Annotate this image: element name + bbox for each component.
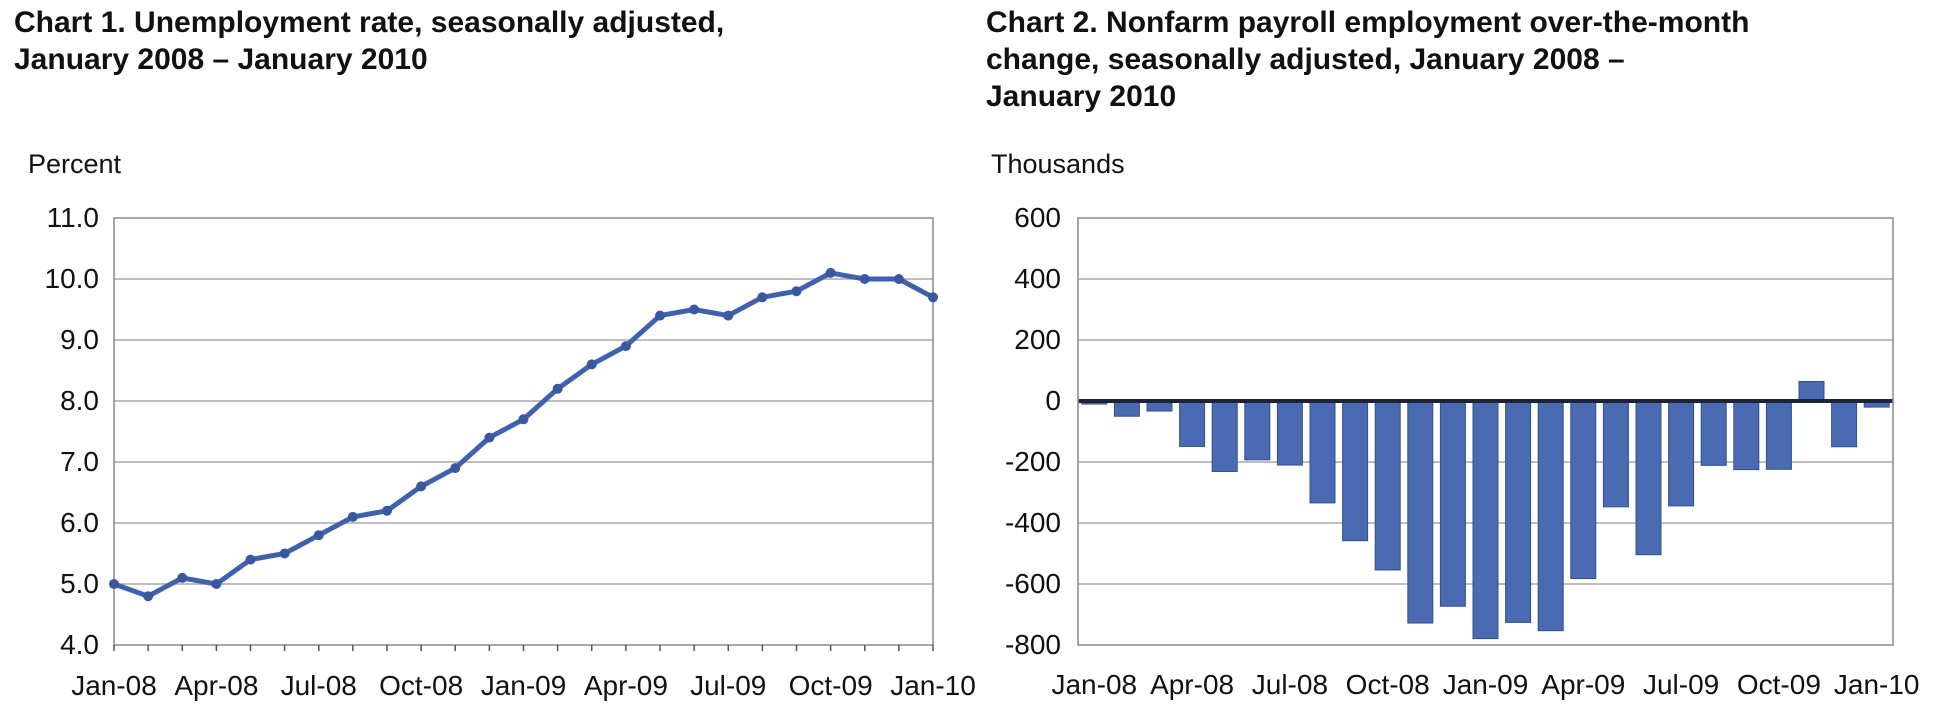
- payroll-change-bar: [1342, 400, 1369, 542]
- payroll-change-bar: [1211, 400, 1238, 472]
- payroll-change-bar: [1602, 400, 1629, 508]
- payroll-change-bar: [1472, 400, 1499, 640]
- data-point-marker: [518, 414, 529, 425]
- y-axis-tick-label: 200: [1014, 324, 1061, 355]
- x-axis-tick-label: Jul-09: [1643, 669, 1719, 700]
- data-point-marker: [211, 579, 222, 589]
- y-axis-tick-label: 4.0: [60, 629, 99, 660]
- data-point-marker: [245, 554, 256, 565]
- data-point-marker: [177, 572, 188, 583]
- payroll-change-bar: [1537, 400, 1564, 632]
- x-axis-tick-label: Apr-09: [1541, 669, 1625, 700]
- data-point-marker: [620, 341, 631, 352]
- chart2-title: Chart 2. Nonfarm payroll employment over…: [986, 6, 1750, 113]
- payroll-change-bar: [1407, 400, 1434, 624]
- payroll-change-bar: [1439, 400, 1466, 607]
- payroll-change-bar: [1244, 400, 1271, 461]
- y-axis-tick-label: 400: [1014, 263, 1061, 294]
- x-axis-tick-label: Jul-09: [690, 670, 766, 701]
- y-axis-tick-label: 10.0: [45, 263, 100, 294]
- data-point-marker: [928, 292, 938, 303]
- data-point-marker: [586, 359, 597, 370]
- payroll-change-bar: [1505, 400, 1532, 623]
- x-axis-tick-label: Jan-08: [71, 670, 157, 701]
- data-point-marker: [347, 511, 358, 522]
- y-axis-tick-label: -200: [1005, 446, 1061, 477]
- data-point-marker: [416, 481, 427, 492]
- payroll-change-bar: [1765, 400, 1792, 470]
- payroll-change-bar: [1700, 400, 1727, 466]
- data-point-marker: [655, 310, 665, 321]
- y-axis-tick-label: 6.0: [60, 507, 99, 538]
- x-axis-tick-label: Jul-08: [281, 670, 357, 701]
- x-axis-tick-label: Oct-08: [379, 670, 463, 701]
- payroll-change-bar: [1733, 400, 1760, 471]
- chart1-unit-label: Percent: [28, 149, 122, 179]
- x-axis-tick-label: Jan-08: [1051, 669, 1137, 700]
- x-axis-tick-label: Jan-09: [481, 670, 567, 701]
- x-axis-tick-label: Oct-09: [1737, 669, 1821, 700]
- data-point-marker: [893, 274, 904, 284]
- chart2-plot: 600 400 200 0 -200 -400 -600 -800 Jan-08 Apr-08 Ju…: [1005, 202, 1920, 700]
- payroll-change-bar: [1798, 380, 1825, 402]
- chart2-unit-label: Thousands: [991, 149, 1125, 179]
- x-axis-tick-label: Apr-08: [174, 670, 258, 701]
- data-point-marker: [552, 383, 563, 394]
- data-point-marker: [723, 310, 734, 321]
- payroll-change-bar: [1635, 400, 1662, 556]
- data-point-marker: [450, 463, 461, 474]
- x-axis-tick-label: Oct-08: [1346, 669, 1430, 700]
- x-axis-tick-label: Oct-09: [789, 670, 873, 701]
- data-point-marker: [484, 432, 495, 443]
- data-point-marker: [109, 579, 119, 589]
- plot-border: [1077, 217, 1894, 646]
- y-axis-tick-label: -400: [1005, 507, 1061, 538]
- y-axis-tick-label: 9.0: [60, 324, 99, 355]
- x-axis-tick-label: Jul-08: [1252, 669, 1328, 700]
- payroll-change-bar: [1309, 400, 1336, 504]
- chart1-plot: 11.0 10.0 9.0 8.0 7.0 6.0 5.0 4.0 Jan-08 Apr-08 Ju…: [45, 202, 976, 701]
- chart1-title: Chart 1. Unemployment rate, seasonally a…: [14, 6, 725, 76]
- x-axis-tick-label: Jan-09: [1443, 669, 1529, 700]
- payroll-change-bar: [1668, 400, 1695, 507]
- y-axis-tick-label: 11.0: [47, 202, 99, 233]
- data-point-marker: [825, 267, 836, 278]
- payroll-change-bar: [1570, 400, 1597, 580]
- payroll-change-bar: [1374, 400, 1401, 571]
- unemployment-rate-line: [111, 270, 936, 599]
- data-point-marker: [791, 286, 802, 297]
- x-axis-tick-label: Apr-08: [1150, 669, 1234, 700]
- data-point-marker: [757, 292, 768, 303]
- y-axis-tick-label: -800: [1005, 629, 1061, 660]
- y-axis-tick-label: 0: [1045, 385, 1061, 416]
- x-axis-tick-label: Apr-09: [584, 670, 668, 701]
- payroll-change-bar: [1179, 400, 1206, 447]
- x-axis-tick-label: Jan-10: [890, 670, 976, 701]
- y-axis-tick-label: 5.0: [60, 568, 99, 599]
- y-axis-tick-label: 8.0: [60, 385, 99, 416]
- data-point-marker: [859, 274, 870, 284]
- data-point-marker: [313, 530, 324, 541]
- payroll-change-bar: [1831, 400, 1858, 448]
- data-point-marker: [382, 505, 392, 516]
- y-axis-tick-label: 600: [1014, 202, 1061, 233]
- y-axis-tick-label: 7.0: [60, 446, 99, 477]
- data-point-marker: [279, 548, 290, 559]
- y-axis-tick-label: -600: [1005, 568, 1061, 599]
- payroll-change-bar: [1113, 400, 1140, 417]
- payroll-change-bar: [1276, 400, 1303, 466]
- data-point-marker: [143, 591, 154, 602]
- x-axis-tick-label: Jan-10: [1834, 669, 1920, 700]
- data-point-marker: [689, 304, 700, 315]
